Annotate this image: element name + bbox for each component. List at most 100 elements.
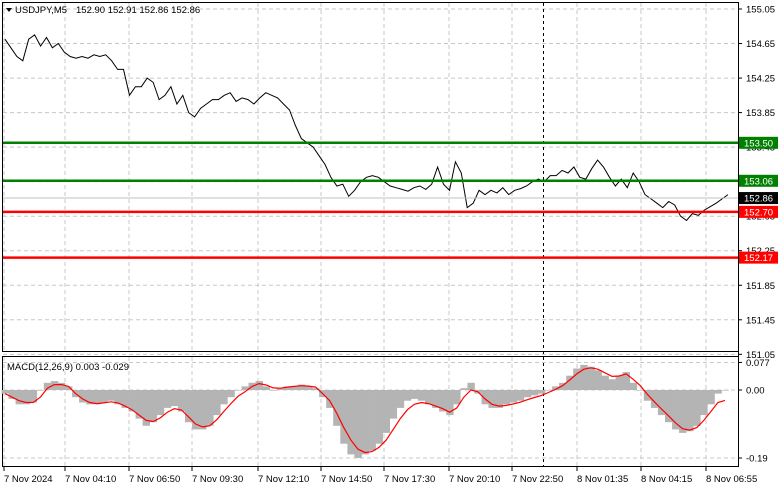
macd-bar [283,386,292,390]
macd-bar [213,390,221,416]
macd-bar [657,390,666,416]
macd-bar [326,390,334,408]
macd-bar [559,382,567,390]
time-tick-label: 8 Nov 06:55 [706,474,757,485]
macd-bar [502,390,510,405]
macd-bar [170,390,179,407]
time-tick-label: 7 Nov 09:30 [192,474,243,485]
macd-bar [481,390,489,405]
macd-bar [622,372,630,390]
macd-bar [185,390,193,423]
macd-bar [672,390,680,430]
time-tick-label: 7 Nov 06:50 [129,474,180,485]
macd-bar [149,390,158,423]
macd-bar [241,386,249,390]
macd-bar [177,390,186,412]
macd-bar [368,390,376,451]
price-tick-label: 151.45 [746,315,775,326]
macd-bar [65,386,73,390]
macd-bar [305,386,313,390]
macd-axis: 0.077 0.00 -0.19 [738,358,770,465]
macd-bar [269,390,278,391]
macd-bar [700,390,708,416]
time-tick-label: 8 Nov 01:35 [577,474,628,485]
macd-bar [601,375,609,390]
macd-bar [29,390,38,403]
macd-bar [206,390,214,426]
ohlc-header: 152.90 152.91 152.86 152.86 [76,5,200,16]
macd-bar [262,386,270,390]
macd-bar [417,390,426,401]
time-tick-label: 7 Nov 17:30 [384,474,435,485]
macd-bar [255,381,263,390]
macd-header: MACD(12,26,9) 0.003 -0.029 [7,362,129,373]
macd-bar [523,390,532,398]
macd-bar [234,390,242,391]
level-label: 152.17 [744,253,773,264]
macd-bar [707,390,715,405]
macd-bar [686,390,694,432]
level-label-box [739,174,778,187]
macd-bar [488,390,496,408]
macd-bar [467,382,475,390]
macd-bar [312,388,320,390]
macd-tick-label: 0.00 [746,386,765,397]
level-label: 152.70 [744,207,773,218]
macd-bar [333,390,341,426]
macd-bar [665,390,673,423]
macd-bar [15,390,23,405]
macd-bar [530,390,539,396]
macd-bar [1,390,9,394]
macd-bar [297,384,306,390]
symbol-header: USDJPY,M5 [15,5,67,16]
level-label-box [739,251,778,264]
menu-triangle-icon[interactable] [6,8,12,12]
macd-bar [446,390,454,416]
macd-bar [580,364,588,390]
macd-signal-line [4,367,726,454]
macd-bar [290,386,299,390]
macd-bar [114,390,122,405]
macd-bar [650,390,659,408]
level-label-box [739,205,778,218]
macd-bar [537,390,546,394]
time-tick-label: 7 Nov 20:10 [449,474,500,485]
macd-bar [608,379,616,390]
time-tick-label: 7 Nov 14:50 [321,474,372,485]
macd-bar [382,390,390,433]
macd-bar [57,382,66,390]
macd-bar [679,390,687,433]
level-label-box [739,136,778,149]
macd-bar [495,390,503,408]
level-label: 153.06 [744,176,773,187]
macd-bar [410,390,419,399]
macd-bar [615,375,623,390]
macd-bar [573,368,581,390]
macd-bar [460,388,468,390]
macd-bar [714,390,722,394]
macd-bar [396,390,405,408]
time-tick-label: 8 Nov 04:15 [641,474,692,485]
macd-bar [142,390,150,426]
price-tick-label: 151.85 [746,281,775,292]
time-tick-label: 7 Nov 22:50 [512,474,563,485]
macd-bar [453,390,461,405]
current-price-box [739,192,778,205]
macd-bar [721,390,729,391]
macd-bar [93,390,101,405]
macd-bar [552,386,560,390]
current-price-label: 152.86 [744,194,773,205]
macd-bar [594,370,602,390]
macd-histogram [1,364,729,458]
time-tick-label: 7 Nov 04:10 [65,474,116,485]
macd-bar [361,390,369,455]
macd-bar [545,390,553,391]
macd-bar [403,390,412,401]
macd-bar [50,381,59,390]
macd-bar [220,390,228,405]
macd-bar [227,390,235,398]
macd-bar [135,390,143,419]
macd-tick-label: 0.077 [746,358,770,369]
macd-bar [22,390,30,405]
